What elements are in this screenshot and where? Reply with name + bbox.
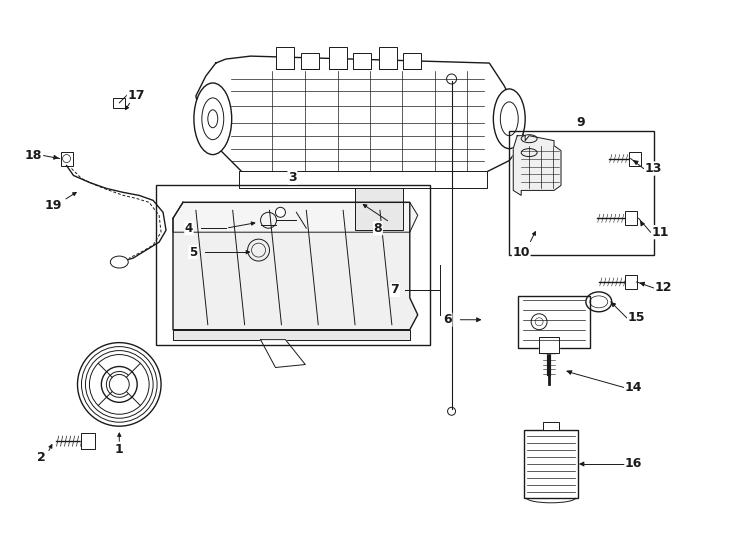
Text: 14: 14 [625, 381, 642, 394]
Text: 5: 5 [189, 246, 197, 259]
Bar [543, 422, 559, 430]
Polygon shape [513, 136, 561, 195]
Polygon shape [261, 340, 305, 368]
Bar [277, 47, 294, 69]
Text: 4: 4 [185, 222, 193, 235]
Bar [518, 296, 590, 348]
Text: 18: 18 [25, 149, 43, 162]
Polygon shape [173, 202, 418, 232]
Polygon shape [173, 330, 410, 340]
Bar [625, 275, 636, 289]
Text: 9: 9 [577, 116, 585, 129]
Bar [113, 98, 126, 108]
Polygon shape [173, 202, 418, 330]
Ellipse shape [194, 83, 232, 154]
Bar [353, 53, 371, 69]
Text: 7: 7 [390, 284, 399, 296]
Bar [379, 47, 397, 69]
Text: 2: 2 [37, 450, 46, 463]
Bar [329, 47, 347, 69]
Text: 12: 12 [655, 281, 672, 294]
Text: 15: 15 [628, 311, 645, 324]
Text: 10: 10 [512, 246, 530, 259]
Ellipse shape [493, 89, 526, 148]
Bar [509, 131, 653, 255]
Text: 11: 11 [652, 226, 669, 239]
Text: 3: 3 [288, 171, 297, 184]
Text: 19: 19 [45, 199, 62, 212]
Polygon shape [539, 336, 559, 353]
Text: 6: 6 [443, 313, 452, 326]
Bar [625, 211, 636, 225]
Bar [403, 53, 421, 69]
Polygon shape [196, 56, 524, 176]
Circle shape [275, 207, 286, 217]
Bar [302, 53, 319, 69]
Text: 17: 17 [128, 90, 145, 103]
Text: 13: 13 [645, 162, 662, 175]
Bar [239, 171, 487, 188]
Polygon shape [81, 433, 95, 449]
Text: 1: 1 [115, 443, 123, 456]
Bar [61, 152, 73, 166]
Bar [355, 188, 403, 230]
Bar [523, 430, 578, 498]
Text: 16: 16 [625, 457, 642, 470]
Ellipse shape [110, 256, 128, 268]
Bar [628, 152, 641, 166]
Bar [156, 185, 429, 345]
Text: 8: 8 [374, 222, 382, 235]
